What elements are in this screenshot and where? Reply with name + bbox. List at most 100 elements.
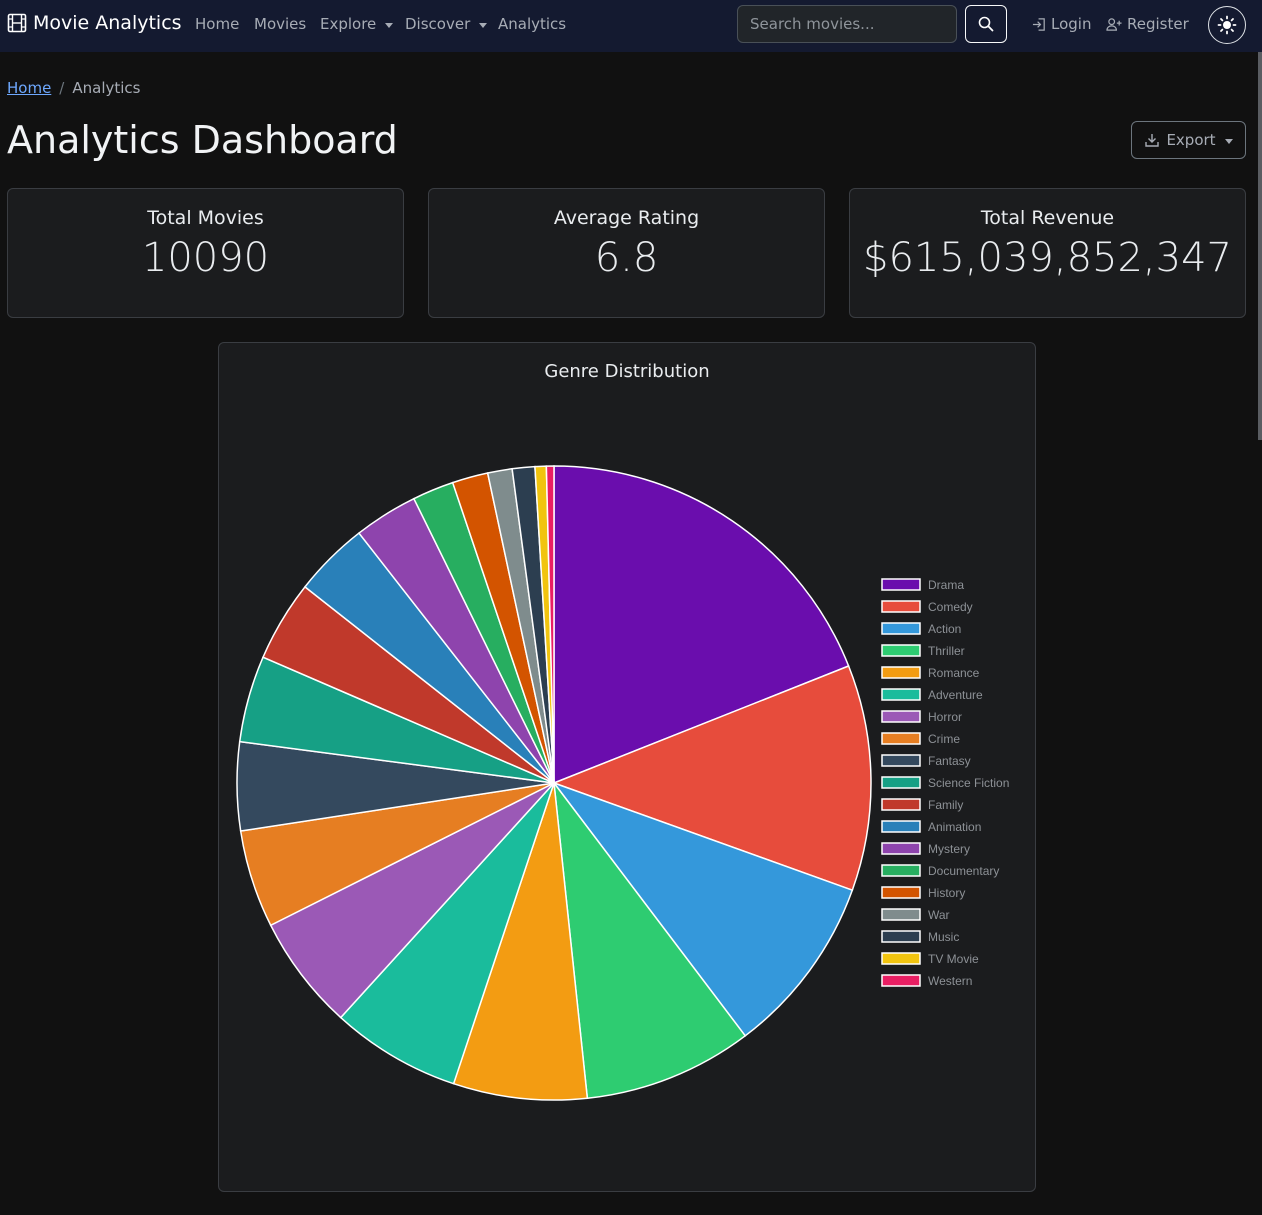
legend-swatch bbox=[881, 622, 921, 635]
legend-item[interactable]: Horror bbox=[881, 710, 962, 724]
legend-label: Mystery bbox=[928, 842, 970, 856]
legend-swatch bbox=[881, 578, 921, 591]
legend-label: Comedy bbox=[928, 600, 973, 614]
chevron-down-icon bbox=[1224, 138, 1233, 144]
page-scrollbar[interactable] bbox=[1258, 52, 1262, 440]
download-icon bbox=[1145, 134, 1160, 147]
legend-swatch bbox=[881, 688, 921, 701]
nav-home[interactable]: Home bbox=[195, 15, 240, 33]
legend-label: TV Movie bbox=[928, 952, 979, 966]
pie-slice-thriller[interactable] bbox=[552, 780, 747, 1100]
stat-title: Average Rating bbox=[553, 207, 700, 229]
legend-label: Thriller bbox=[928, 644, 965, 658]
legend-label: Science Fiction bbox=[928, 776, 1009, 790]
breadcrumb-separator: / bbox=[59, 79, 65, 97]
legend-item[interactable]: History bbox=[881, 886, 965, 900]
legend-item[interactable]: Romance bbox=[881, 666, 980, 680]
legend-swatch bbox=[881, 930, 921, 943]
legend-item[interactable]: Comedy bbox=[881, 600, 973, 614]
legend-label: Family bbox=[928, 798, 963, 812]
legend-item[interactable]: Mystery bbox=[881, 842, 970, 856]
stat-value: 6.8 bbox=[594, 235, 659, 281]
login-label: Login bbox=[1051, 15, 1092, 33]
legend-label: Music bbox=[928, 930, 959, 944]
export-label: Export bbox=[1166, 131, 1216, 149]
pie-slice-adventure[interactable] bbox=[339, 782, 555, 1085]
legend-item[interactable]: Action bbox=[881, 622, 961, 636]
breadcrumb: Home / Analytics bbox=[7, 79, 140, 97]
stat-card-total-revenue: Total Revenue $615,039,852,347 bbox=[849, 188, 1246, 318]
legend-label: Fantasy bbox=[928, 754, 971, 768]
legend-label: Documentary bbox=[928, 864, 999, 878]
legend-swatch bbox=[881, 710, 921, 723]
legend-item[interactable]: Adventure bbox=[881, 688, 983, 702]
legend-item[interactable]: Fantasy bbox=[881, 754, 971, 768]
legend-swatch bbox=[881, 754, 921, 767]
legend-swatch bbox=[881, 644, 921, 657]
stat-title: Total Movies bbox=[147, 207, 264, 229]
legend-item[interactable]: Western bbox=[881, 974, 972, 988]
legend-label: War bbox=[928, 908, 950, 922]
stat-value: 10090 bbox=[141, 235, 270, 281]
pie-slice-romance[interactable] bbox=[452, 782, 589, 1101]
legend-item[interactable]: Science Fiction bbox=[881, 776, 1009, 790]
stat-card-total-movies: Total Movies 10090 bbox=[7, 188, 404, 318]
legend-swatch bbox=[881, 864, 921, 877]
legend-label: Crime bbox=[928, 732, 960, 746]
legend-label: Action bbox=[928, 622, 961, 636]
legend-swatch bbox=[881, 952, 921, 965]
search-input[interactable] bbox=[737, 5, 957, 43]
legend-swatch bbox=[881, 886, 921, 899]
legend-swatch bbox=[881, 732, 921, 745]
export-dropdown-button[interactable]: Export bbox=[1131, 121, 1246, 159]
legend-swatch bbox=[881, 842, 921, 855]
nav-movies[interactable]: Movies bbox=[254, 15, 307, 33]
legend-label: Drama bbox=[928, 578, 964, 592]
register-link[interactable]: Register bbox=[1106, 15, 1189, 33]
legend-label: Horror bbox=[928, 710, 962, 724]
chevron-down-icon bbox=[479, 22, 488, 28]
brand-link[interactable]: Movie Analytics bbox=[7, 12, 182, 34]
genre-pie-chart: Drama Comedy Action Thriller Romance Adventur… bbox=[236, 465, 1009, 1101]
legend-swatch bbox=[881, 666, 921, 679]
legend-item[interactable]: Family bbox=[881, 798, 963, 812]
stat-value: $615,039,852,347 bbox=[863, 235, 1232, 281]
nav-discover-dropdown[interactable]: Discover bbox=[405, 15, 488, 33]
chart-title: Genre Distribution bbox=[544, 361, 710, 382]
legend-item[interactable]: Documentary bbox=[881, 864, 999, 878]
legend-item[interactable]: War bbox=[881, 908, 950, 922]
pie-slice-western[interactable] bbox=[545, 465, 555, 784]
legend-label: History bbox=[928, 886, 965, 900]
legend-item[interactable]: Music bbox=[881, 930, 959, 944]
login-link[interactable]: Login bbox=[1032, 15, 1091, 33]
pie-slice-drama[interactable] bbox=[553, 465, 850, 785]
search-button[interactable] bbox=[965, 5, 1007, 43]
nav-explore-label: Explore bbox=[320, 15, 377, 33]
legend-label: Animation bbox=[928, 820, 981, 834]
breadcrumb-home-link[interactable]: Home bbox=[7, 79, 52, 97]
page-title: Analytics Dashboard bbox=[7, 118, 398, 162]
legend-label: Romance bbox=[928, 666, 980, 680]
chevron-down-icon bbox=[385, 22, 394, 28]
person-plus-icon bbox=[1106, 17, 1122, 31]
top-navbar: Movie Analytics Home Movies Explore Disc… bbox=[0, 0, 1262, 52]
film-icon bbox=[7, 13, 27, 33]
breadcrumb-current: Analytics bbox=[72, 79, 141, 97]
theme-toggle-button[interactable] bbox=[1208, 6, 1246, 44]
pie-slice-action[interactable] bbox=[551, 781, 854, 1037]
legend-item[interactable]: Thriller bbox=[881, 644, 965, 658]
nav-explore-dropdown[interactable]: Explore bbox=[320, 15, 394, 33]
stat-title: Total Revenue bbox=[980, 207, 1115, 229]
legend-item[interactable]: TV Movie bbox=[881, 952, 979, 966]
legend-swatch bbox=[881, 798, 921, 811]
legend-item[interactable]: Crime bbox=[881, 732, 960, 746]
legend-item[interactable]: Drama bbox=[881, 578, 964, 592]
genre-chart-card: Genre Distribution Drama Comedy Action Thri… bbox=[218, 342, 1036, 1192]
pie-slice-comedy[interactable] bbox=[551, 665, 872, 892]
legend-item[interactable]: Animation bbox=[881, 820, 981, 834]
sun-icon bbox=[1217, 15, 1237, 35]
nav-analytics[interactable]: Analytics bbox=[498, 15, 567, 33]
legend-label: Western bbox=[928, 974, 972, 988]
nav-discover-label: Discover bbox=[405, 15, 471, 33]
register-label: Register bbox=[1127, 15, 1189, 33]
